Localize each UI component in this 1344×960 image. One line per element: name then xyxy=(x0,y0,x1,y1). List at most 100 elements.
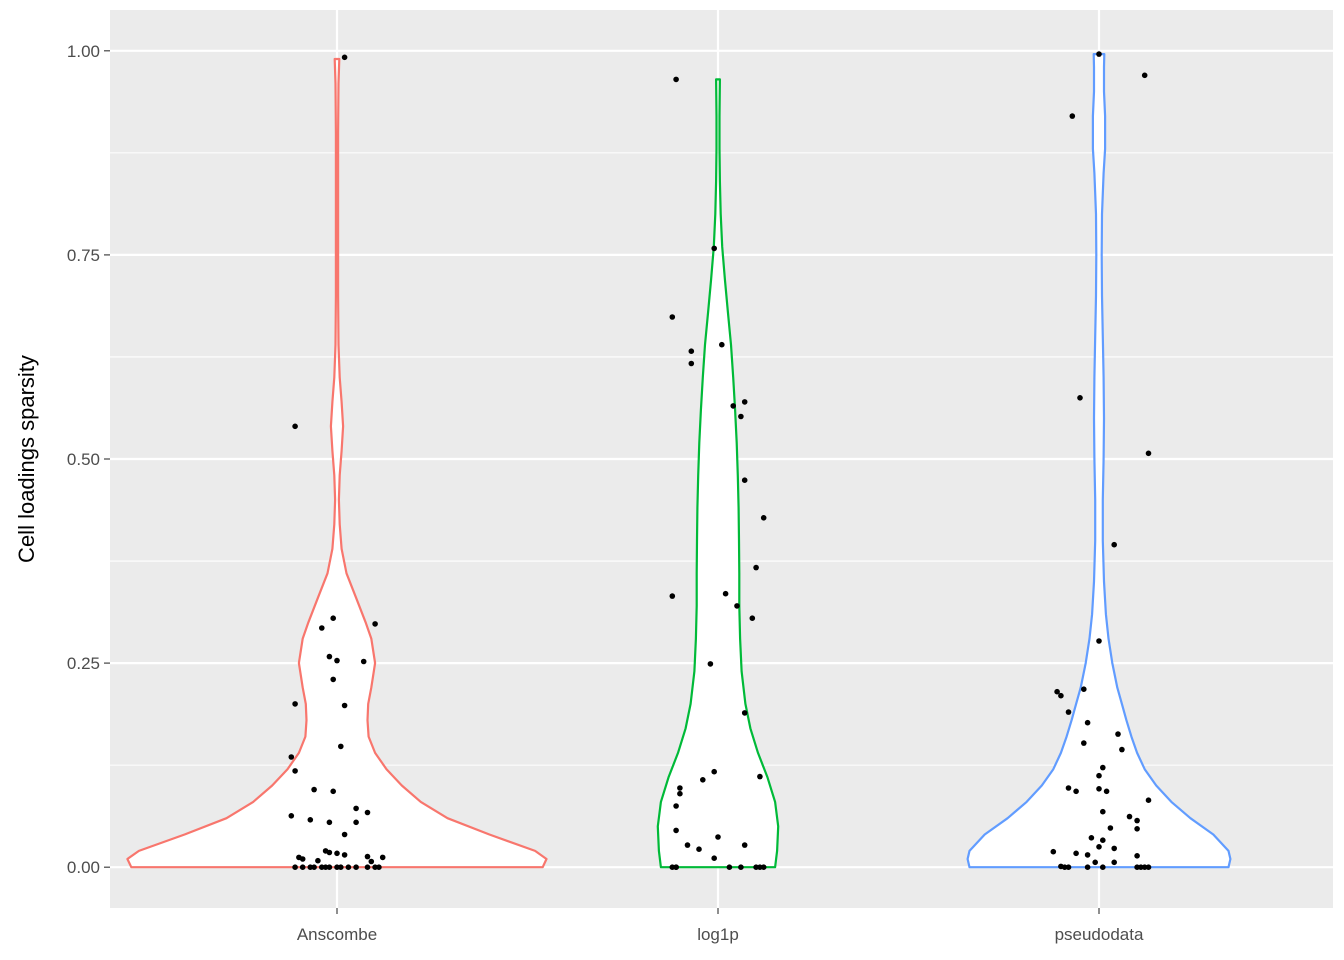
y-tick-label: 0.50 xyxy=(67,450,100,469)
data-point xyxy=(1065,709,1072,715)
data-point xyxy=(341,831,348,838)
data-point xyxy=(1073,788,1079,795)
data-point xyxy=(353,864,359,870)
data-point xyxy=(673,827,679,834)
data-point xyxy=(319,625,325,631)
data-point xyxy=(315,857,321,864)
data-point xyxy=(669,314,676,320)
data-point xyxy=(1145,797,1152,803)
y-tick-label: 0.25 xyxy=(67,654,100,673)
data-point xyxy=(1145,864,1152,870)
data-point xyxy=(1100,808,1106,815)
data-point xyxy=(1050,848,1057,855)
data-point xyxy=(372,621,378,627)
data-point xyxy=(1126,813,1133,820)
data-point xyxy=(341,702,348,709)
data-point xyxy=(1111,541,1117,548)
data-point xyxy=(1096,51,1102,57)
data-point xyxy=(722,590,729,597)
data-point xyxy=(688,348,695,355)
x-tick-label: pseudodata xyxy=(1055,925,1144,944)
data-point xyxy=(1096,638,1102,644)
data-point xyxy=(376,864,382,870)
data-point xyxy=(1069,113,1076,119)
data-point xyxy=(738,864,744,870)
data-point xyxy=(688,360,695,367)
data-point xyxy=(1073,850,1079,857)
data-point xyxy=(364,864,371,870)
data-point xyxy=(711,768,717,775)
data-point xyxy=(292,423,298,430)
data-point xyxy=(673,864,679,870)
data-point xyxy=(1077,395,1083,401)
data-point xyxy=(1100,864,1106,870)
data-point xyxy=(1058,692,1064,699)
data-point xyxy=(1103,788,1110,795)
data-point xyxy=(719,341,725,348)
data-point xyxy=(711,245,717,252)
data-point xyxy=(760,864,767,870)
data-point xyxy=(326,653,333,660)
data-point xyxy=(307,817,314,823)
data-point xyxy=(700,777,706,783)
data-point xyxy=(292,701,298,707)
data-point xyxy=(1096,844,1102,850)
data-point xyxy=(707,661,714,667)
data-point xyxy=(345,864,352,870)
data-point xyxy=(353,805,359,812)
data-point xyxy=(299,864,306,870)
data-point xyxy=(757,773,763,780)
data-point xyxy=(292,768,298,774)
data-point xyxy=(741,477,748,484)
data-point xyxy=(1096,772,1102,779)
data-point xyxy=(1081,686,1087,692)
data-point xyxy=(677,785,683,791)
data-point xyxy=(1084,852,1091,858)
data-point xyxy=(734,603,740,609)
violins xyxy=(126,53,1232,869)
data-point xyxy=(379,854,386,861)
data-point xyxy=(330,615,337,621)
data-point xyxy=(741,399,748,405)
data-point xyxy=(1111,859,1117,866)
data-point xyxy=(353,819,359,826)
data-point xyxy=(1134,826,1140,832)
data-point xyxy=(1134,853,1140,859)
x-tick-label: Anscombe xyxy=(297,925,377,944)
data-point xyxy=(730,403,736,409)
data-point xyxy=(1054,688,1060,695)
data-point xyxy=(299,856,306,862)
data-point xyxy=(311,864,317,870)
data-point xyxy=(330,788,337,795)
data-point xyxy=(1084,719,1091,726)
data-point xyxy=(1065,864,1072,870)
data-point xyxy=(334,850,340,857)
data-point xyxy=(1107,825,1114,831)
data-point xyxy=(364,809,371,816)
data-point xyxy=(288,754,295,760)
data-point xyxy=(288,813,295,819)
data-point xyxy=(292,864,298,870)
data-point xyxy=(738,413,744,420)
data-point xyxy=(338,864,344,870)
data-point xyxy=(334,657,340,664)
data-point xyxy=(1141,72,1148,79)
data-point xyxy=(760,515,767,521)
data-point xyxy=(330,676,337,683)
x-axis: Anscombe log1p pseudodata xyxy=(297,908,1144,944)
data-point xyxy=(1145,450,1152,457)
data-point xyxy=(1119,746,1125,753)
data-point xyxy=(741,842,748,848)
data-point xyxy=(669,593,676,599)
data-point xyxy=(1111,845,1117,852)
data-point xyxy=(1134,817,1140,824)
data-point xyxy=(673,803,679,809)
data-point xyxy=(696,846,702,852)
data-point xyxy=(684,842,691,848)
data-point xyxy=(749,615,756,621)
data-point xyxy=(338,743,344,750)
y-tick-label: 0.75 xyxy=(67,246,100,265)
y-tick-label: 0.00 xyxy=(67,858,100,877)
data-point xyxy=(326,849,333,856)
